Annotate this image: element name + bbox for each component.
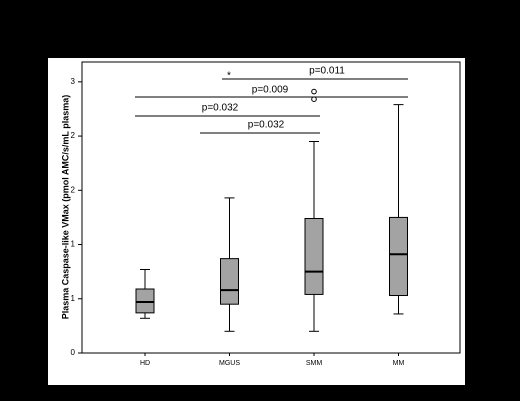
x-tick-label: MGUS: [219, 360, 240, 367]
x-tick-label: SMM: [306, 360, 323, 367]
axes-frame: [81, 61, 461, 354]
y-tick-label: 1: [71, 294, 76, 303]
annotation: p=0.011: [309, 66, 345, 77]
box: [389, 216, 408, 297]
box: [304, 218, 324, 295]
y-tick-label: 0: [71, 348, 76, 357]
y-tick-label: 1: [71, 240, 76, 249]
y-axis-label: Plasma Caspase-like VMax (pmol AMC/s/mL …: [60, 95, 70, 320]
outlier: [311, 88, 317, 95]
box: [135, 288, 155, 314]
annotation: p=0.009: [252, 85, 289, 96]
annotations: * p=0.011 p=0.009 p=0.032 p=0.032 p=0.016: [202, 66, 345, 397]
x-tick-label: HD: [140, 360, 150, 367]
annotation: p=0.016: [240, 386, 277, 397]
annotation: p=0.032: [248, 120, 285, 131]
annotation: *: [227, 71, 231, 82]
box: [220, 258, 239, 305]
y-tick-label: 2: [71, 185, 76, 194]
y-tick-label: 3: [71, 77, 76, 86]
x-tick-label: MM: [393, 360, 405, 367]
annotation: p=0.032: [202, 103, 239, 114]
y-tick-label: 2: [71, 131, 76, 140]
